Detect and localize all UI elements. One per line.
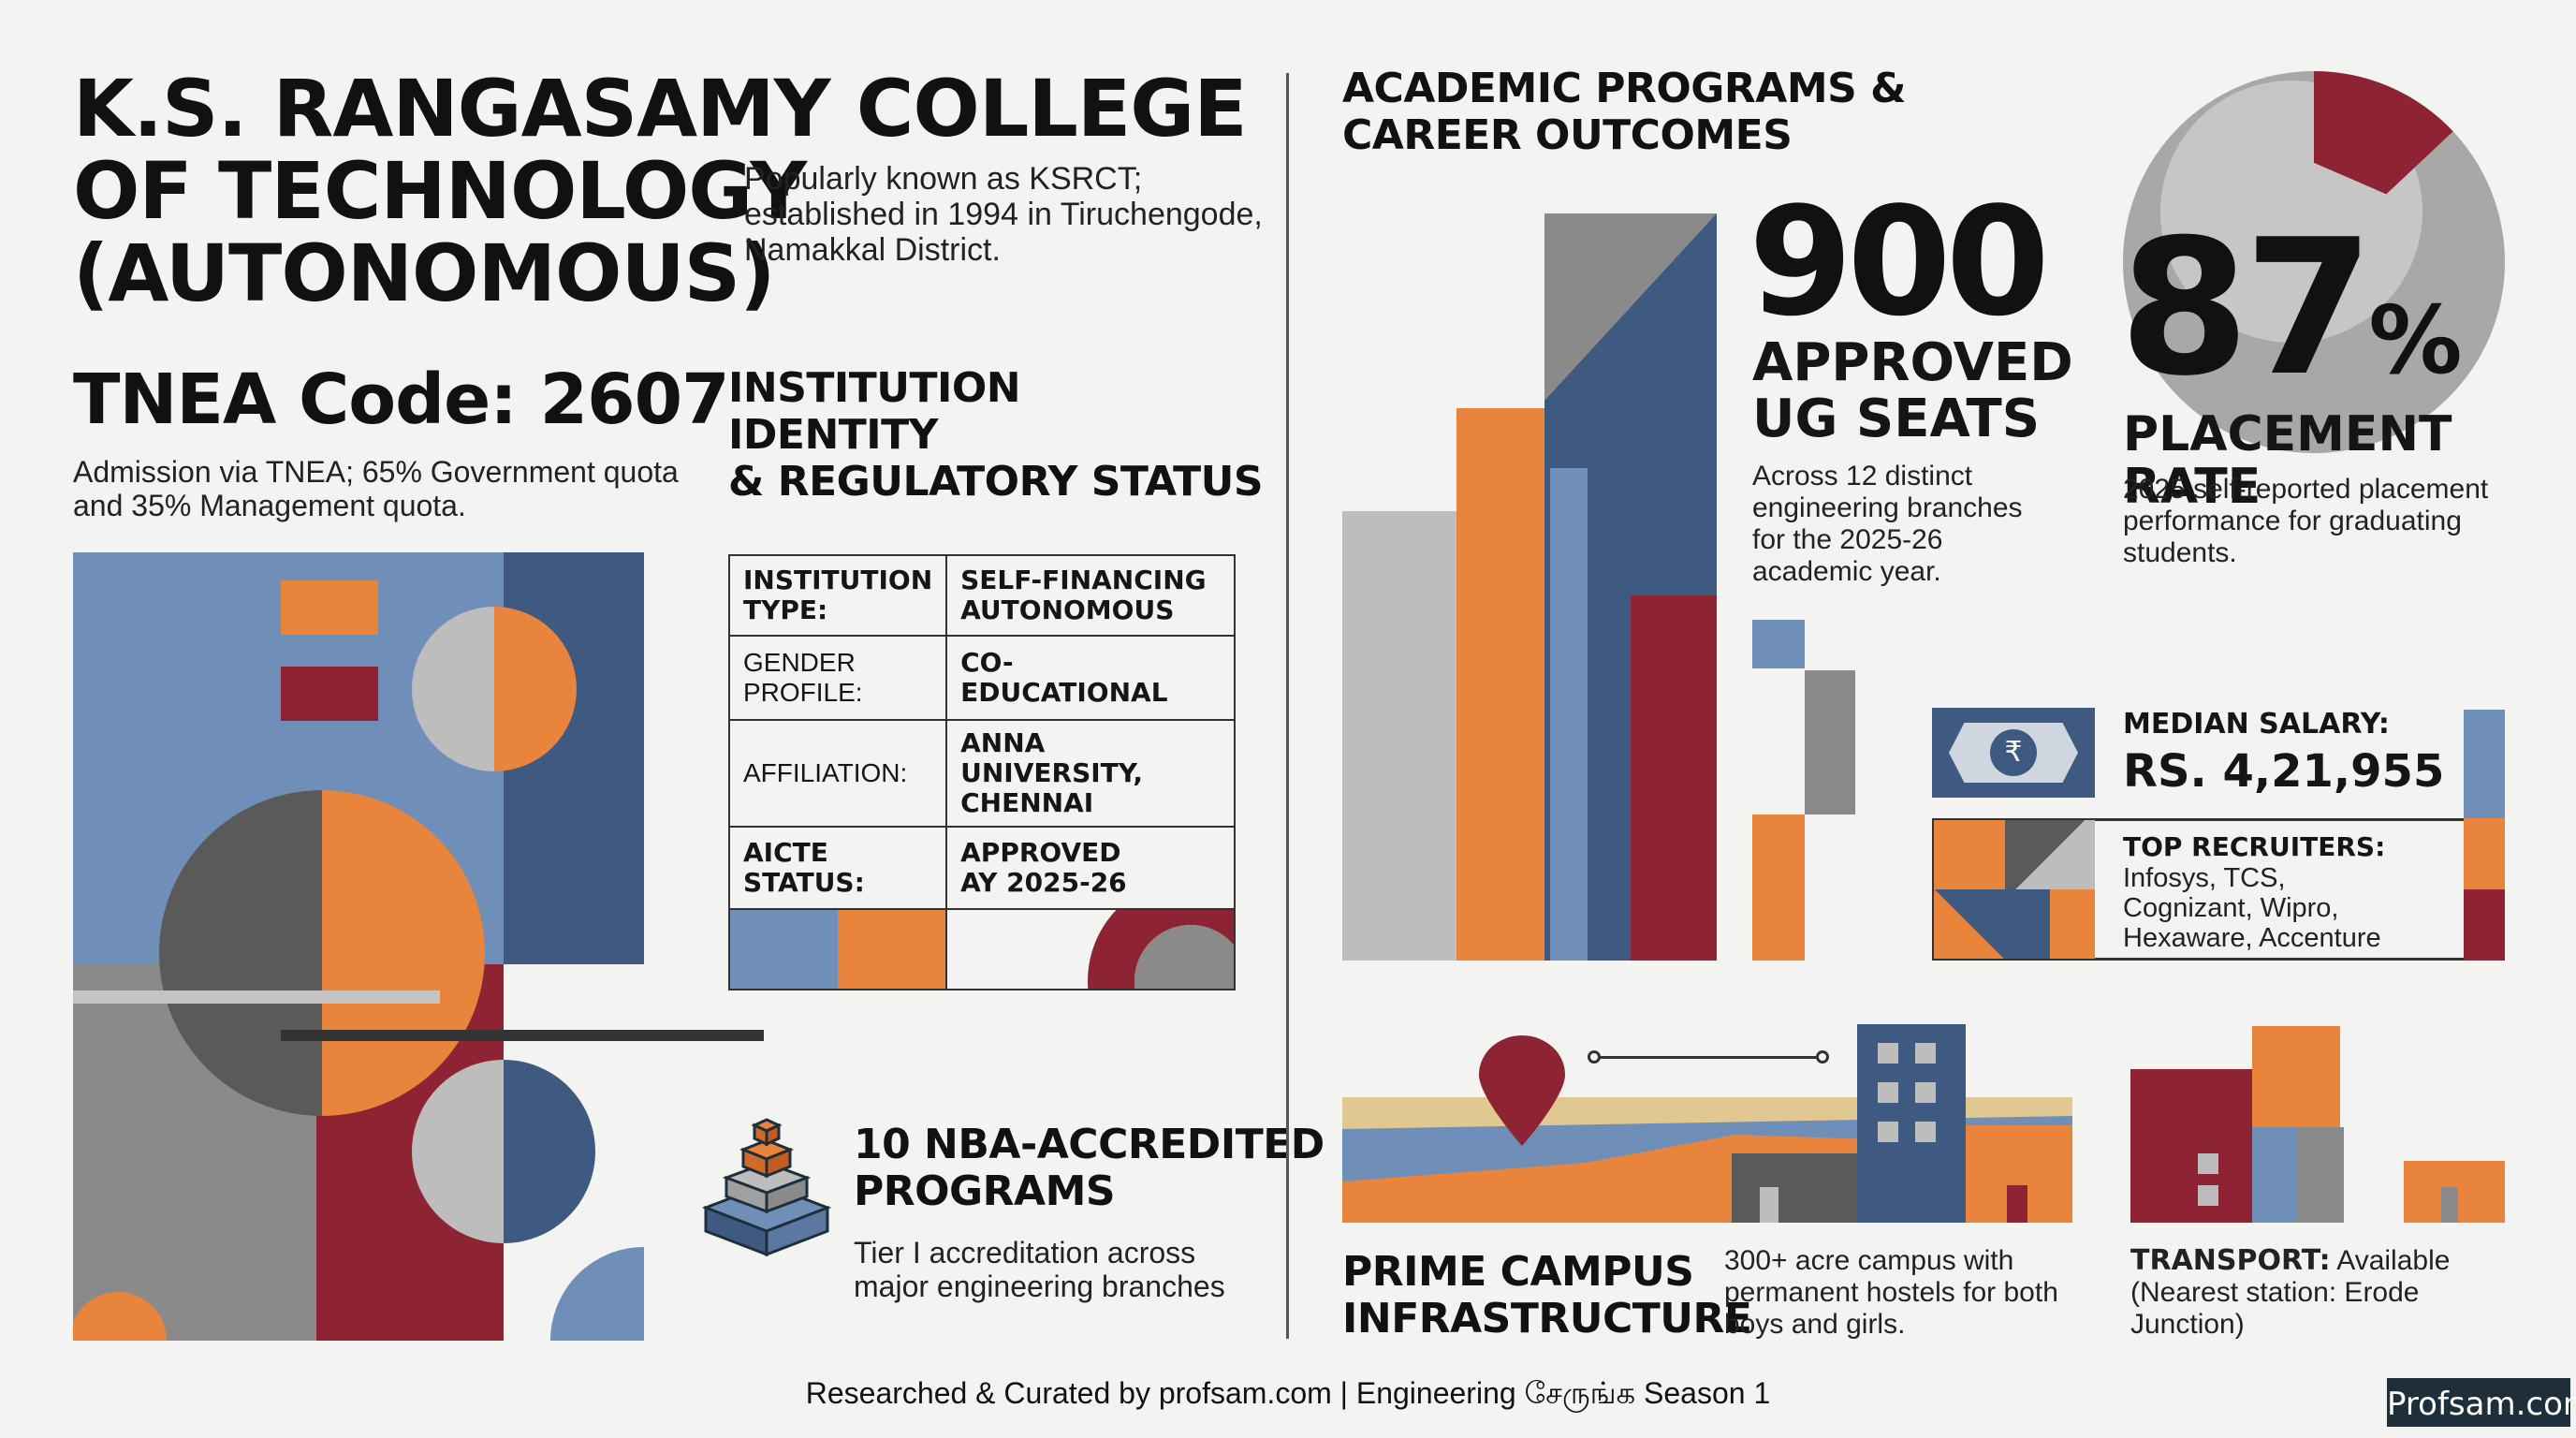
identity-heading: INSTITUTION IDENTITY & REGULATORY STATUS [728, 364, 1264, 506]
footer-credit: Researched & Curated by profsam.com | En… [805, 1376, 1771, 1410]
recruiters-label: TOP RECRUITERS: [2123, 831, 2386, 862]
identity-table: INSTITUTION TYPE: SELF-FINANCING AUTONOMOU… [727, 554, 1236, 990]
table-key: INSTITUTION TYPE: [727, 554, 948, 637]
table-row: AFFILIATION: ANNA UNIVERSITY, CHENNAI [727, 719, 1236, 828]
table-key: GENDER PROFILE: [727, 635, 948, 721]
table-row: AICTE STATUS: APPROVED AY 2025-26 [727, 826, 1236, 910]
art-line-light [73, 990, 440, 1004]
column-divider [1286, 73, 1289, 1339]
recruiters-list: Infosys, TCS, Cognizant, Wipro, Hexaware… [2123, 863, 2381, 953]
nba-description: Tier I accreditation across major engine… [854, 1236, 1225, 1303]
brand-badge[interactable]: Profsam.com [2387, 1378, 2576, 1427]
table-row: GENDER PROFILE: CO-EDUCATIONAL [727, 635, 1236, 721]
tnea-code: TNEA Code: 2607 [73, 360, 730, 440]
art-circle-half [412, 607, 577, 771]
art-small-maroon [281, 667, 378, 721]
table-value: APPROVED AY 2025-26 [945, 826, 1236, 910]
campus-heading: PRIME CAMPUS INFRASTRUCTURE [1342, 1248, 1752, 1343]
recruiters-art [1934, 820, 2095, 959]
nba-heading: 10 NBA-ACCREDITED PROGRAMS [854, 1121, 1325, 1215]
table-value: SELF-FINANCING AUTONOMOUS [945, 554, 1236, 637]
college-subtitle: Popularly known as KSRCT; established in… [744, 161, 1263, 268]
rupee-icon: ₹ [1990, 729, 2037, 776]
art-circle-bottom [412, 1060, 595, 1243]
college-title: K.S. RANGASAMY COLLEGE OF TECHNOLOGY (AU… [73, 63, 1248, 319]
salary-value: RS. 4,21,955 [2123, 745, 2445, 798]
table-value: ANNA UNIVERSITY, CHENNAI [945, 719, 1236, 828]
table-key: AFFILIATION: [727, 719, 948, 828]
building-icon [1857, 1024, 1966, 1223]
pie-unplaced-wedge [2314, 71, 2453, 195]
art-line-dark [281, 1030, 764, 1041]
placement-number: 87% [2119, 199, 2463, 418]
tnea-description: Admission via TNEA; 65% Government quota… [73, 455, 679, 522]
placement-label: PLACEMENT RATE [2123, 406, 2452, 515]
art-small-orange [281, 580, 378, 635]
placement-pie [2123, 71, 2505, 453]
table-value: CO-EDUCATIONAL [945, 635, 1236, 721]
stacked-layers-icon [701, 1118, 832, 1257]
art-quarter-orange [73, 1292, 167, 1341]
table-row: INSTITUTION TYPE: SELF-FINANCING AUTONOMOU… [727, 554, 1236, 637]
salary-label: MEDIAN SALARY: [2123, 708, 2390, 741]
placement-description: 2025 self-reported placement performance… [2123, 474, 2489, 568]
transport-info: TRANSPORT: Available (Nearest station: E… [2130, 1244, 2451, 1341]
academic-heading: ACADEMIC PROGRAMS & CAREER OUTCOMES [1342, 65, 1907, 159]
seats-label: APPROVED UG SEATS [1752, 332, 2073, 449]
seats-number: 900 [1749, 174, 2050, 349]
art-quarter-blue [550, 1247, 644, 1341]
art-big-circle [159, 790, 485, 1116]
banknote-icon: ₹ [1932, 708, 2095, 798]
table-art-cell-arc [945, 908, 1236, 990]
map-pin-icon [1479, 1035, 1565, 1146]
table-key: AICTE STATUS: [727, 826, 948, 910]
table-art-row [727, 908, 1236, 990]
campus-description: 300+ acre campus with permanent hostels … [1724, 1245, 2058, 1340]
seats-description: Across 12 distinct engineering branches … [1752, 461, 2023, 587]
table-art-cell [727, 908, 948, 990]
